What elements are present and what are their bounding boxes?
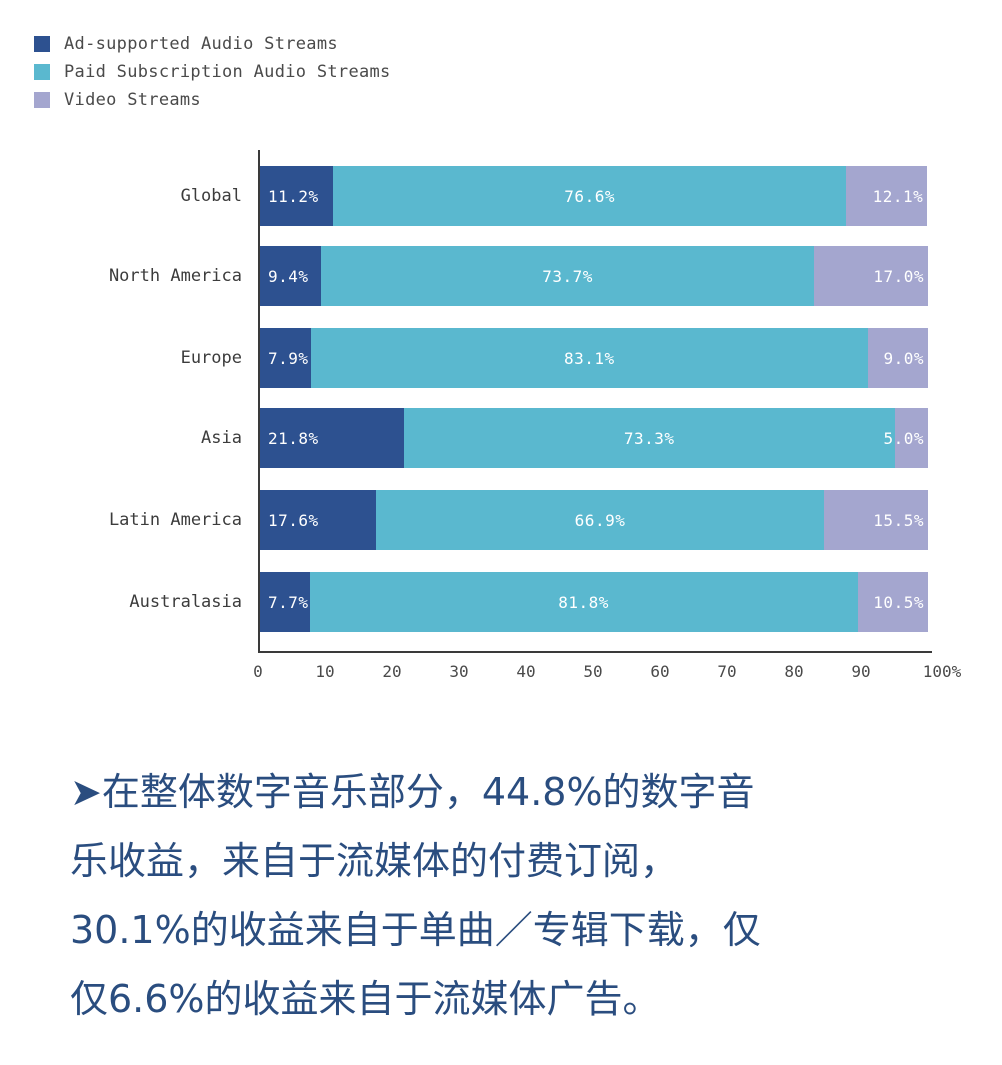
bar-value-label: 12.1% bbox=[872, 186, 924, 206]
bar-value-label: 76.6% bbox=[564, 186, 615, 206]
bar-value-label: 9.4% bbox=[268, 266, 309, 286]
bar-segment-video: 12.1% bbox=[846, 166, 928, 226]
bar-value-label: 81.8% bbox=[558, 592, 609, 612]
legend-item-video: Video Streams bbox=[34, 86, 391, 114]
bar-segment-paid: 66.9% bbox=[375, 490, 825, 550]
category-label: Europe bbox=[180, 348, 242, 368]
category-label: Latin America bbox=[108, 510, 242, 530]
bar-value-label: 11.2% bbox=[268, 186, 319, 206]
bar-row: 17.6% 66.9% 15.5% bbox=[258, 490, 928, 550]
bar-segment-ad: 17.6% bbox=[258, 490, 376, 550]
legend-label: Paid Subscription Audio Streams bbox=[64, 62, 391, 82]
note-line-2: 乐收益，来自于流媒体的付费订阅， bbox=[70, 839, 679, 883]
bar-segment-ad: 11.2% bbox=[258, 166, 334, 226]
x-tick-label: 0 bbox=[253, 662, 263, 681]
x-tick-label: 10 bbox=[315, 662, 335, 681]
legend-swatch-ad-supported bbox=[34, 36, 50, 52]
category-label: Australasia bbox=[129, 592, 242, 612]
bar-segment-video: 15.5% bbox=[824, 490, 928, 550]
x-tick-label: 30 bbox=[449, 662, 469, 681]
bar-value-label: 7.9% bbox=[268, 348, 309, 368]
bar-segment-video: 10.5% bbox=[857, 572, 928, 632]
plot-area: 11.2% 76.6% 12.1% 9.4% 73.7% 17.0% 7.9% 83.1% 9.… bbox=[258, 150, 928, 652]
bar-row: 21.8% 73.3% 5.0% bbox=[258, 408, 928, 468]
legend-label: Video Streams bbox=[64, 90, 201, 110]
legend-label: Ad-supported Audio Streams bbox=[64, 34, 338, 54]
bar-row: 11.2% 76.6% 12.1% bbox=[258, 166, 928, 226]
bar-value-label: 73.3% bbox=[623, 428, 675, 448]
bar-segment-ad: 21.8% bbox=[258, 408, 404, 468]
bar-value-label: 83.1% bbox=[563, 348, 615, 368]
category-label: Global bbox=[180, 186, 242, 206]
bar-value-label: 7.7% bbox=[268, 592, 309, 612]
x-axis-line bbox=[258, 651, 932, 653]
arrow-bullet-icon: ➤ bbox=[70, 770, 102, 814]
legend-item-ad-supported: Ad-supported Audio Streams bbox=[34, 30, 391, 58]
x-tick-label: 60 bbox=[650, 662, 670, 681]
bar-segment-video: 17.0% bbox=[814, 246, 928, 306]
legend-item-paid-subscription: Paid Subscription Audio Streams bbox=[34, 58, 391, 86]
bar-value-label: 15.5% bbox=[873, 510, 924, 530]
bar-value-label: 17.6% bbox=[268, 510, 319, 530]
bar-value-label: 5.0% bbox=[883, 428, 924, 448]
note-line-3: 30.1%的收益来自于单曲／专辑下载，仅 bbox=[70, 908, 761, 952]
bar-value-label: 21.8% bbox=[268, 428, 319, 448]
bar-value-label: 17.0% bbox=[873, 266, 924, 286]
legend-swatch-video bbox=[34, 92, 50, 108]
x-tick-label: 90 bbox=[851, 662, 871, 681]
summary-note: ➤在整体数字音乐部分，44.8%的数字音 乐收益，来自于流媒体的付费订阅， 30… bbox=[70, 758, 950, 1034]
bar-segment-ad: 7.9% bbox=[258, 328, 311, 388]
x-tick-label: 20 bbox=[382, 662, 402, 681]
x-tick-label: 50 bbox=[583, 662, 603, 681]
bar-segment-ad: 9.4% bbox=[258, 246, 321, 306]
x-tick-label: 40 bbox=[516, 662, 536, 681]
bar-segment-ad: 7.7% bbox=[258, 572, 310, 632]
x-tick-label: 80 bbox=[784, 662, 804, 681]
bar-segment-paid: 73.7% bbox=[320, 246, 815, 306]
note-line-1: ➤在整体数字音乐部分，44.8%的数字音 bbox=[70, 770, 755, 814]
bar-row: 7.7% 81.8% 10.5% bbox=[258, 572, 928, 632]
bar-row: 7.9% 83.1% 9.0% bbox=[258, 328, 928, 388]
x-tick-label: 100% bbox=[922, 662, 962, 681]
bar-value-label: 10.5% bbox=[873, 592, 924, 612]
bar-segment-paid: 81.8% bbox=[309, 572, 858, 632]
bar-segment-paid: 73.3% bbox=[403, 408, 895, 468]
bar-segment-video: 9.0% bbox=[867, 328, 928, 388]
bar-value-label: 9.0% bbox=[883, 348, 924, 368]
bar-segment-paid: 76.6% bbox=[333, 166, 847, 226]
x-tick-label: 70 bbox=[717, 662, 737, 681]
bar-value-label: 66.9% bbox=[574, 510, 626, 530]
note-line-4: 仅6.6%的收益来自于流媒体广告。 bbox=[70, 977, 661, 1021]
y-axis-line bbox=[258, 150, 260, 653]
chart-legend: Ad-supported Audio Streams Paid Subscrip… bbox=[34, 30, 391, 114]
bar-segment-video: 5.0% bbox=[883, 408, 928, 468]
category-label: Asia bbox=[201, 428, 242, 448]
legend-swatch-paid-subscription bbox=[34, 64, 50, 80]
bar-segment-paid: 83.1% bbox=[310, 328, 868, 388]
category-label: North America bbox=[108, 266, 242, 286]
bar-row: 9.4% 73.7% 17.0% bbox=[258, 246, 928, 306]
bar-value-label: 73.7% bbox=[542, 266, 593, 286]
